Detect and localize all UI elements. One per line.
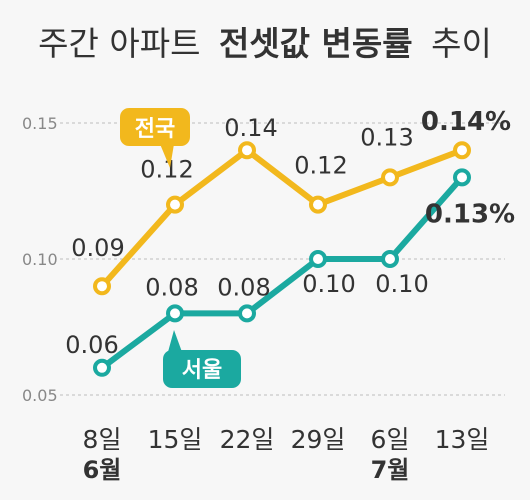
legend-seoul: 서울 bbox=[163, 330, 241, 388]
legend-national: 전국 bbox=[120, 108, 190, 168]
data-point bbox=[93, 277, 111, 296]
data-point bbox=[381, 250, 399, 268]
legend-badge bbox=[163, 350, 241, 388]
data-label: 0.08 bbox=[145, 273, 198, 301]
legend-label: 전국 bbox=[135, 117, 175, 142]
data-label: 0.10 bbox=[375, 270, 428, 298]
y-tick-label: 0.05 bbox=[22, 386, 58, 405]
title-bold: 전셋값 변동률 bbox=[219, 24, 413, 63]
data-label: 0.14 bbox=[224, 114, 277, 142]
series-national: 0.090.120.140.120.130.14% bbox=[71, 107, 511, 296]
data-point bbox=[93, 358, 111, 377]
data-point bbox=[238, 304, 256, 323]
data-label: 0.14% bbox=[421, 107, 511, 137]
y-tick-label: 0.10 bbox=[22, 250, 58, 269]
legend-badge bbox=[120, 108, 190, 146]
data-label: 0.12 bbox=[294, 152, 347, 180]
x-tick-label: 15일 bbox=[148, 425, 203, 454]
data-label: 0.09 bbox=[71, 234, 124, 262]
data-label: 0.06 bbox=[65, 331, 118, 359]
x-tick-label: 13일 bbox=[435, 425, 490, 454]
x-tick-label: 29일 bbox=[291, 425, 346, 454]
data-label: 0.13% bbox=[425, 199, 515, 229]
x-tick-label: 22일 bbox=[220, 425, 275, 454]
title-regular: 주간 아파트 bbox=[38, 24, 200, 63]
data-point bbox=[238, 141, 256, 160]
data-label: 0.13 bbox=[360, 123, 413, 151]
y-axis: 0.15 0.10 0.05 bbox=[22, 114, 58, 405]
title-suffix: 추이 bbox=[431, 24, 492, 63]
legend-label: 서울 bbox=[182, 358, 222, 383]
data-point bbox=[381, 168, 399, 187]
month-label: 7월 bbox=[371, 456, 410, 484]
data-point bbox=[166, 195, 184, 214]
legend-pointer bbox=[160, 144, 174, 168]
series-line bbox=[99, 147, 465, 290]
data-label: 0.10 bbox=[302, 270, 355, 298]
data-point bbox=[309, 250, 327, 268]
x-tick-label: 8일 bbox=[83, 425, 122, 454]
data-point bbox=[166, 304, 184, 323]
chart-title: 주간 아파트 전셋값 변동률 추이 bbox=[38, 24, 492, 63]
legend-pointer bbox=[168, 330, 182, 352]
series-line bbox=[99, 174, 465, 371]
data-point bbox=[453, 168, 471, 187]
data-point bbox=[453, 141, 471, 160]
month-label: 6월 bbox=[83, 456, 122, 484]
x-axis: 8일 15일 22일 29일 6일 13일 6월 7월 bbox=[83, 425, 490, 484]
data-point bbox=[309, 195, 327, 214]
y-tick-label: 0.15 bbox=[22, 114, 58, 133]
data-label: 0.08 bbox=[217, 273, 270, 301]
series-seoul: 0.06 0.08 0.08 0.10 0.10 0.13% bbox=[65, 168, 515, 377]
x-tick-label: 6일 bbox=[371, 425, 410, 454]
series-layer: 0.090.120.140.120.130.14%0.060.08 0.08 0.1… bbox=[65, 107, 515, 377]
